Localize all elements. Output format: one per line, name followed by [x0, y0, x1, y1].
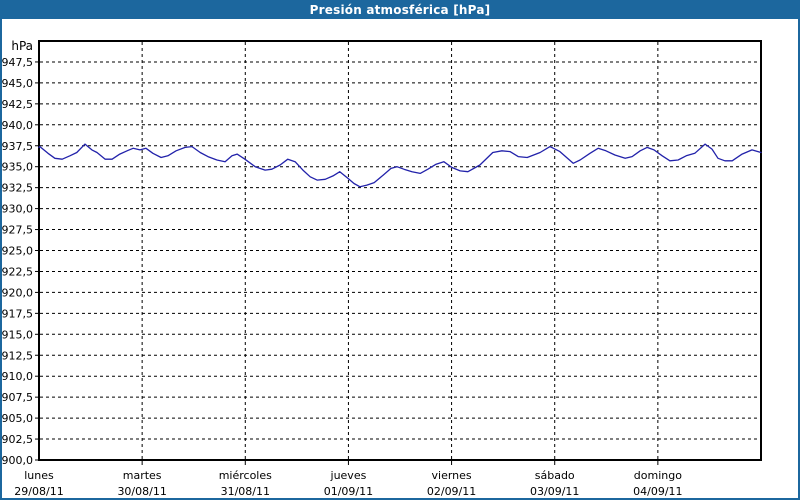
svg-text:04/09/11: 04/09/11: [633, 485, 682, 498]
svg-text:920,0: 920,0: [2, 286, 33, 299]
svg-text:martes: martes: [123, 469, 162, 482]
svg-text:lunes: lunes: [24, 469, 54, 482]
svg-text:domingo: domingo: [634, 469, 682, 482]
svg-text:905,0: 905,0: [2, 412, 33, 425]
svg-text:900,0: 900,0: [2, 454, 33, 467]
svg-text:915,0: 915,0: [2, 328, 33, 341]
svg-text:932,5: 932,5: [2, 182, 33, 195]
svg-text:907,5: 907,5: [2, 391, 33, 404]
svg-text:902,5: 902,5: [2, 433, 33, 446]
svg-text:30/08/11: 30/08/11: [117, 485, 166, 498]
svg-text:miércoles: miércoles: [219, 469, 272, 482]
window-title-bar: Presión atmosférica [hPa]: [2, 2, 798, 19]
svg-text:927,5: 927,5: [2, 224, 33, 237]
chart-area: 947,5 945,0 942,5 940,0 937,5 935,0 932,5 930,0…: [2, 19, 798, 498]
svg-text:sábado: sábado: [535, 469, 575, 482]
gridlines: [40, 61, 760, 440]
svg-text:925,0: 925,0: [2, 245, 33, 258]
svg-text:945,0: 945,0: [2, 77, 33, 90]
svg-text:hPa: hPa: [11, 39, 33, 53]
svg-text:942,5: 942,5: [2, 98, 33, 111]
svg-text:937,5: 937,5: [2, 140, 33, 153]
day-gridlines: [141, 42, 659, 465]
svg-text:29/08/11: 29/08/11: [14, 485, 63, 498]
svg-text:02/09/11: 02/09/11: [427, 485, 476, 498]
svg-text:01/09/11: 01/09/11: [324, 485, 373, 498]
svg-text:03/09/11: 03/09/11: [530, 485, 579, 498]
plot-border: [38, 40, 762, 461]
window-title: Presión atmosférica [hPa]: [309, 3, 491, 17]
svg-text:31/08/11: 31/08/11: [221, 485, 270, 498]
y-axis-unit-label: hPa: [11, 39, 33, 53]
svg-text:917,5: 917,5: [2, 307, 33, 320]
x-axis-labels: lunes 29/08/11 martes 30/08/11 miércoles 31/0…: [14, 469, 682, 498]
y-axis-labels: 947,5 945,0 942,5 940,0 937,5 935,0 932,5 930,0…: [2, 56, 39, 467]
svg-text:947,5: 947,5: [2, 56, 33, 69]
pressure-chart: 947,5 945,0 942,5 940,0 937,5 935,0 932,5 930,0…: [2, 39, 762, 498]
svg-text:922,5: 922,5: [2, 265, 33, 278]
svg-text:940,0: 940,0: [2, 119, 33, 132]
svg-text:viernes: viernes: [432, 469, 472, 482]
svg-text:935,0: 935,0: [2, 161, 33, 174]
svg-text:jueves: jueves: [330, 469, 367, 482]
series-pressure-line: [38, 143, 762, 188]
svg-text:912,5: 912,5: [2, 349, 33, 362]
svg-text:910,0: 910,0: [2, 370, 33, 383]
svg-text:930,0: 930,0: [2, 203, 33, 216]
